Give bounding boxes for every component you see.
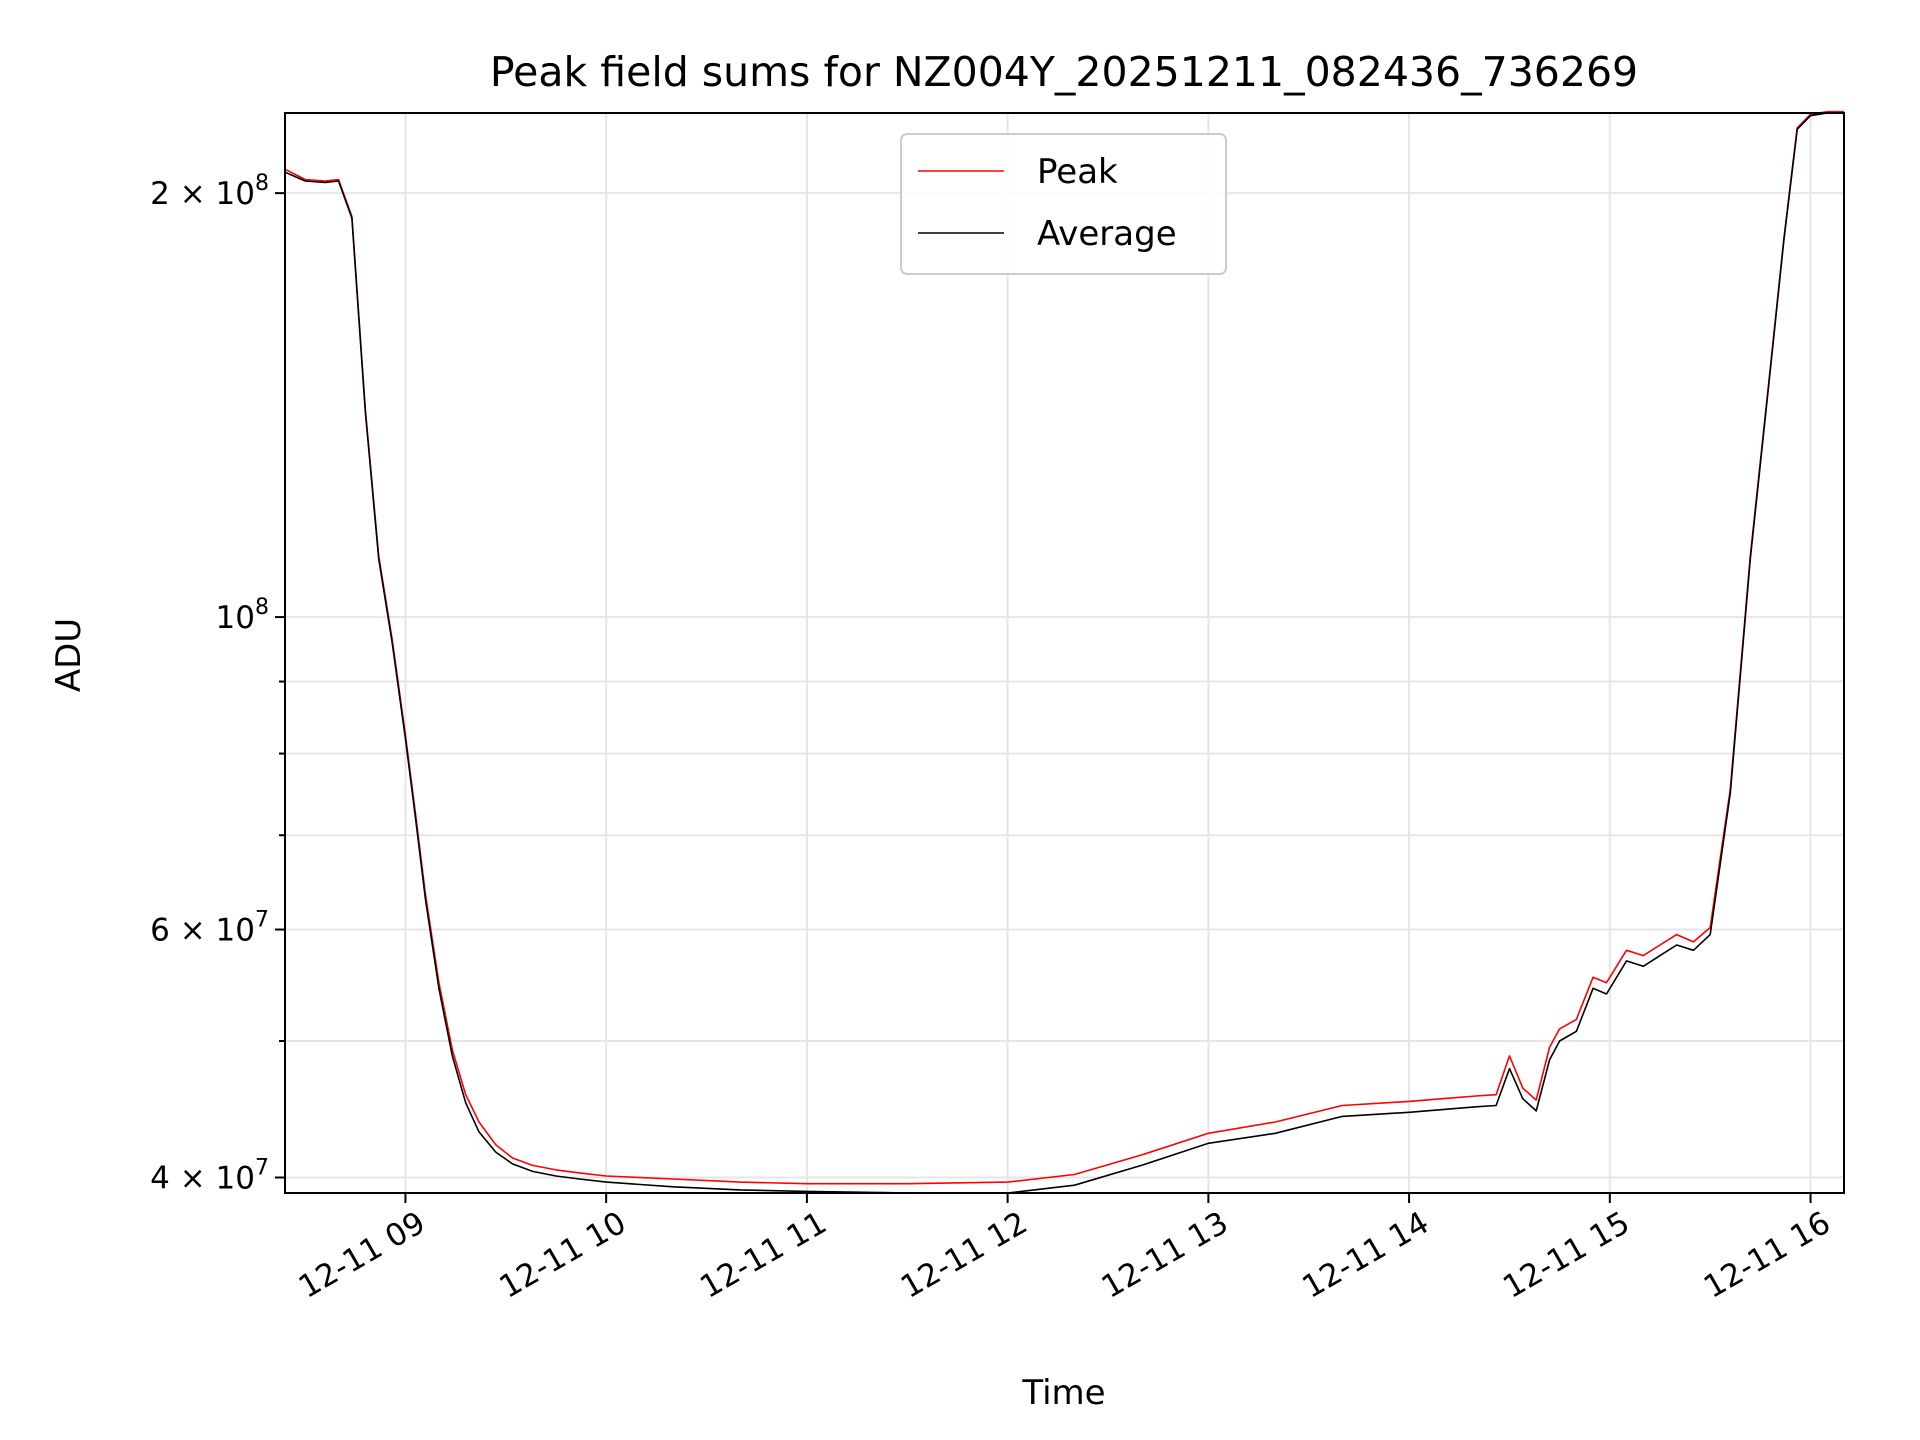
- y-tick-label: 6 × 107: [150, 908, 269, 949]
- legend-label-peak: Peak: [1037, 152, 1118, 192]
- series-line-average: [284, 112, 1844, 1194]
- grid: [285, 113, 1844, 1193]
- legend-box: [900, 133, 1227, 275]
- y-tick-label: 108: [216, 595, 269, 636]
- y-tick-label: 2 × 108: [150, 171, 269, 212]
- y-tick-label: 4 × 107: [150, 1156, 269, 1197]
- plot-frame: [284, 112, 1845, 1194]
- legend-label-average: Average: [1037, 214, 1177, 254]
- x-axis-label: Time: [1021, 1373, 1105, 1413]
- y-axis-label: ADU: [49, 618, 89, 692]
- chart-title: Peak field sums for NZ004Y_20251211_0824…: [490, 48, 1638, 96]
- legend: Peak Average: [900, 133, 1227, 275]
- series-layer: [284, 110, 1844, 1194]
